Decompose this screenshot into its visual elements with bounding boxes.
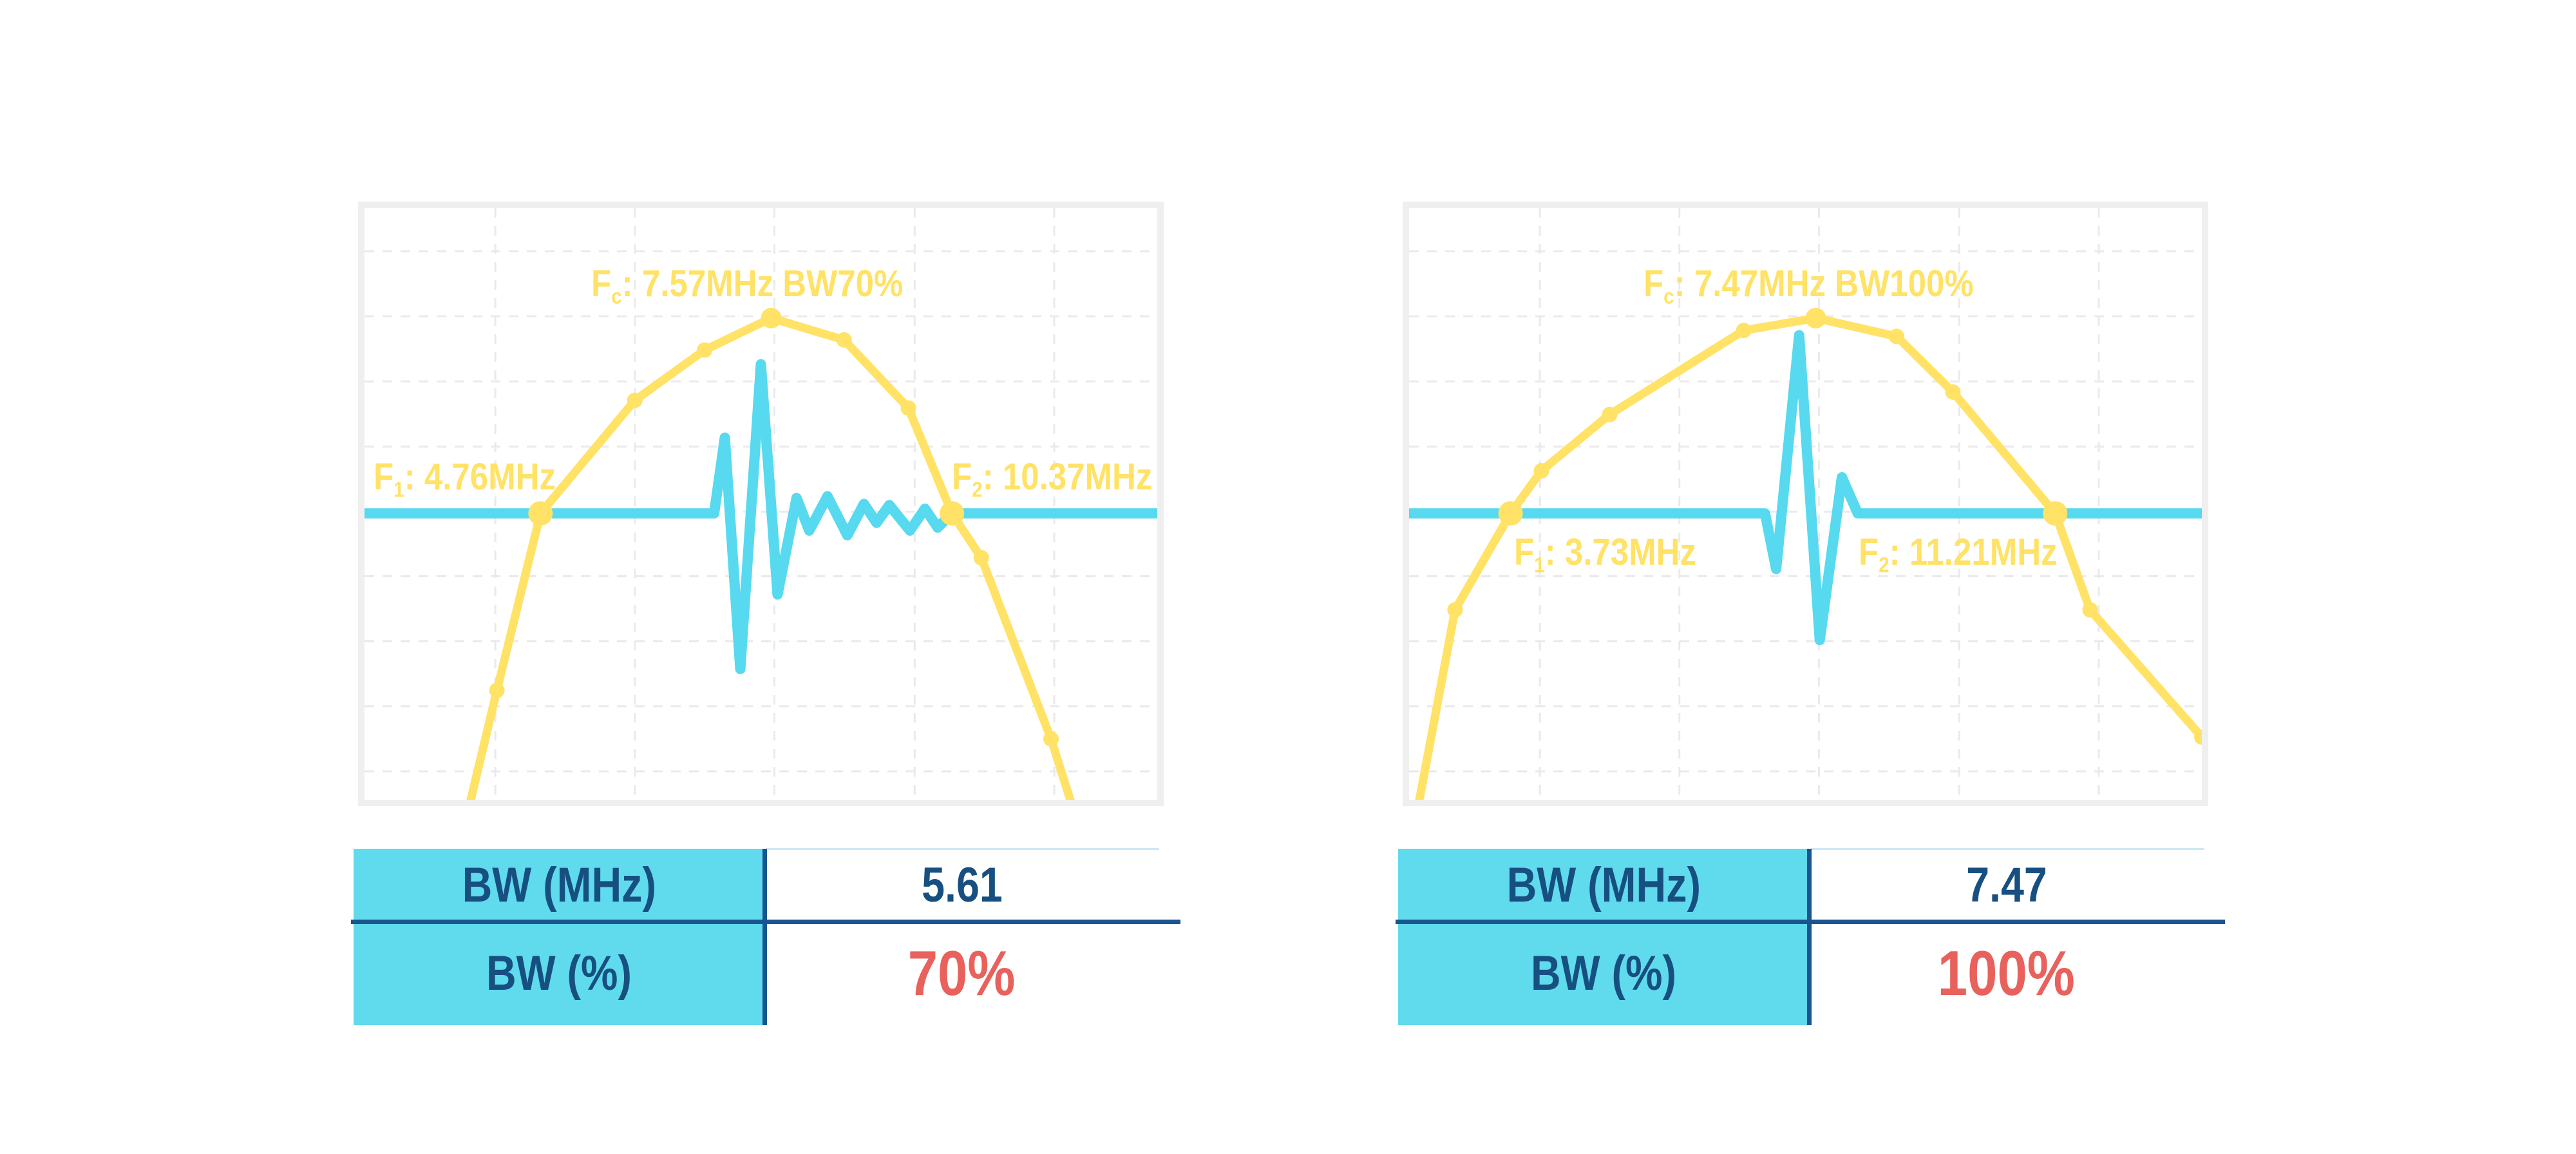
bw-pct-label: BW (%) bbox=[486, 946, 632, 1001]
f2-label-subscript: 2 bbox=[1879, 553, 1889, 578]
f2-label-prefix: F bbox=[952, 456, 972, 498]
bandwidth-table-bw100: BW (MHz) 7.47 BW (%) 100% bbox=[1396, 848, 2225, 1025]
bw-pct-value: 70% bbox=[908, 938, 1016, 1008]
f2-label-value: : 10.37MHz bbox=[982, 456, 1153, 498]
table-label-bw-pct: BW (%) bbox=[354, 922, 764, 1025]
table-column-divider bbox=[1807, 849, 1812, 1025]
bw-pct-label: BW (%) bbox=[1530, 946, 1677, 1001]
center-frequency-annotation: Fc: 7.57MHz BW70% bbox=[591, 263, 903, 317]
table-value-bw-pct: 70% bbox=[764, 922, 1159, 1025]
bandwidth-table-bw70: BW (MHz) 5.61 BW (%) 70% bbox=[351, 848, 1180, 1025]
fc-label-value: : 7.57MHz BW70% bbox=[621, 263, 904, 305]
table-row-divider bbox=[1396, 920, 2225, 924]
table-column-divider bbox=[762, 849, 767, 1025]
table-label-bw-pct: BW (%) bbox=[1398, 922, 1809, 1025]
f1-label-subscript: 1 bbox=[393, 478, 404, 502]
bw-mhz-value: 5.61 bbox=[921, 858, 1003, 913]
table-label-bw-mhz: BW (MHz) bbox=[1398, 849, 1809, 922]
bw-mhz-label: BW (MHz) bbox=[462, 858, 656, 913]
value-cell-top-border bbox=[766, 848, 1159, 850]
fc-label-value: : 7.47MHz BW100% bbox=[1674, 263, 1974, 305]
f1-label-value: : 4.76MHz bbox=[404, 456, 556, 498]
f1-label-subscript: 1 bbox=[1534, 553, 1545, 578]
center-frequency-annotation: Fc: 7.47MHz BW100% bbox=[1643, 263, 1974, 317]
f2-annotation: F2: 11.21MHz bbox=[1859, 532, 2058, 586]
f2-annotation: F2: 10.37MHz bbox=[952, 457, 1152, 511]
value-cell-top-border bbox=[1811, 848, 2204, 850]
f2-label-subscript: 2 bbox=[972, 478, 983, 502]
table-value-bw-pct: 100% bbox=[1809, 922, 2204, 1025]
table-label-bw-mhz: BW (MHz) bbox=[354, 849, 764, 922]
f1-label-value: : 3.73MHz bbox=[1544, 531, 1697, 573]
f1-label-prefix: F bbox=[374, 456, 394, 498]
fc-label-subscript: c bbox=[1663, 285, 1674, 309]
bw-mhz-value: 7.47 bbox=[1965, 858, 2047, 913]
f2-label-value: : 11.21MHz bbox=[1889, 531, 2058, 573]
bw-pct-value: 100% bbox=[1937, 938, 2076, 1008]
f1-annotation: F1: 4.76MHz bbox=[374, 457, 556, 511]
fc-label-prefix: F bbox=[591, 263, 612, 305]
table-row-divider bbox=[351, 920, 1180, 924]
fc-label-prefix: F bbox=[1643, 263, 1664, 305]
spectrum-chart-bw70: Fc: 7.57MHz BW70% F1: 4.76MHz F2: 10.37M… bbox=[358, 202, 1164, 806]
f2-label-prefix: F bbox=[1859, 531, 1879, 573]
table-value-bw-mhz: 5.61 bbox=[764, 849, 1159, 922]
fc-label-subscript: c bbox=[611, 285, 622, 309]
spectrum-plot-bw70 bbox=[365, 208, 1157, 800]
f1-annotation: F1: 3.73MHz bbox=[1514, 532, 1696, 586]
bw-mhz-label: BW (MHz) bbox=[1506, 858, 1701, 913]
table-value-bw-mhz: 7.47 bbox=[1809, 849, 2204, 922]
f1-label-prefix: F bbox=[1514, 531, 1535, 573]
spectrum-chart-bw100: Fc: 7.47MHz BW100% F1: 3.73MHz F2: 11.21… bbox=[1403, 202, 2208, 806]
spectrum-plot-bw100 bbox=[1409, 208, 2202, 800]
